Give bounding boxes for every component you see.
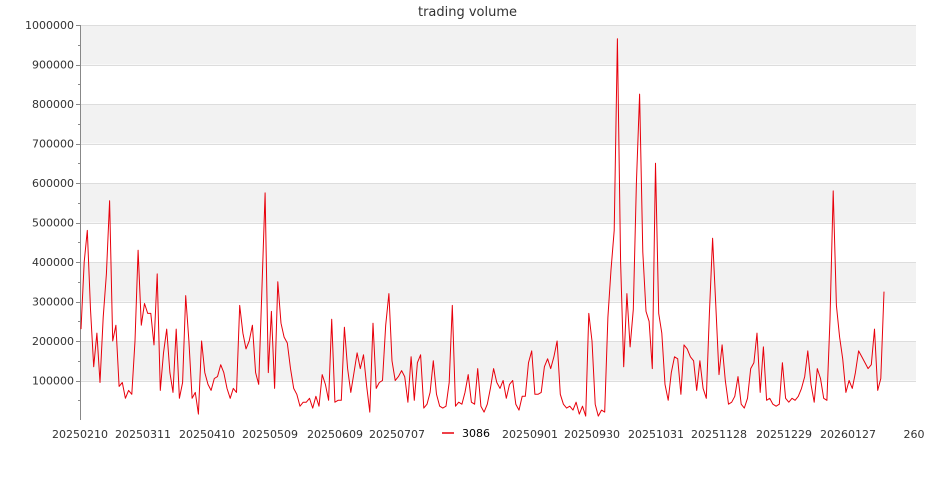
y-axis-ticks: 1000000 900000 800000 700000 600000 500000 400…	[25, 19, 80, 401]
grid-band	[80, 104, 916, 144]
y-tick-label: 600000	[32, 177, 74, 190]
grid-band	[80, 262, 916, 302]
x-axis-ticks: 20250210 20250311 20250410 20250509 20250609…	[52, 428, 925, 441]
y-tick-label: 400000	[32, 256, 74, 269]
y-tick-label: 800000	[32, 98, 74, 111]
x-tick-label: 20250509	[242, 428, 298, 441]
grid-band	[80, 341, 916, 381]
grid-bands	[80, 25, 916, 381]
x-tick-label: 20250707	[369, 428, 425, 441]
y-tick-label: 700000	[32, 138, 74, 151]
chart-title: trading volume	[418, 5, 517, 20]
y-tick-label: 200000	[32, 335, 74, 348]
grid-band	[80, 183, 916, 223]
x-tick-label: 20251229	[756, 428, 812, 441]
legend: 3086	[442, 427, 490, 440]
x-tick-label: 20250311	[115, 428, 171, 441]
x-tick-label: 20250609	[307, 428, 363, 441]
y-tick-label: 500000	[32, 217, 74, 230]
x-tick-label: 20250210	[52, 428, 108, 441]
x-tick-label: 260	[904, 428, 925, 441]
y-tick-label: 900000	[32, 59, 74, 72]
x-tick-label: 20250901	[502, 428, 558, 441]
x-tick-label: 20250930	[564, 428, 620, 441]
y-tick-label: 1000000	[25, 19, 74, 32]
grid-band	[80, 25, 916, 65]
x-tick-label: 20251128	[691, 428, 747, 441]
legend-label-3086: 3086	[462, 427, 490, 440]
x-tick-label: 20251031	[628, 428, 684, 441]
y-tick-label: 300000	[32, 296, 74, 309]
x-tick-label: 20260127	[820, 428, 876, 441]
series-line-3086	[80, 38, 885, 417]
y-tick-label: 100000	[32, 375, 74, 388]
x-tick-label: 20250410	[179, 428, 235, 441]
grid-lines	[80, 25, 916, 382]
